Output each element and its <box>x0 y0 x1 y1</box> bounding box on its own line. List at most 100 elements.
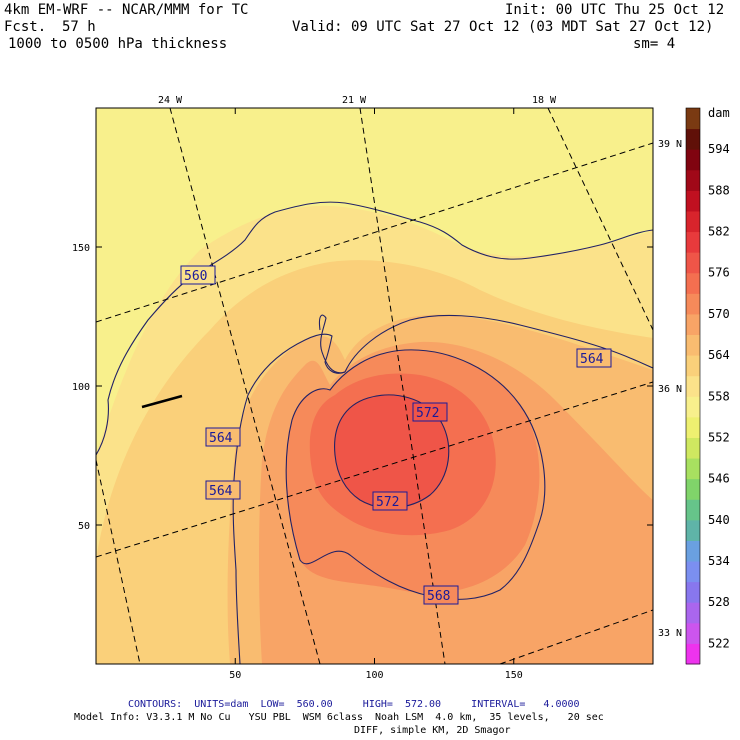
colorbar-segment-6 <box>686 519 700 541</box>
colorbar-label-528: 528 <box>708 595 730 609</box>
colorbar-frame <box>685 107 701 665</box>
longitude-labels: 24 W 21 W 18 W <box>158 95 557 106</box>
forecast-hour: 57 h <box>62 19 96 35</box>
colorbar-label-570: 570 <box>708 307 730 321</box>
map-field <box>96 108 653 664</box>
contour-label-572-a: 572 <box>416 406 439 421</box>
colorbar-labels: 522 528 534 540 546 552 558 564 570 576 582 588 594 <box>708 142 730 650</box>
lon-label-24w: 24 W <box>158 95 183 106</box>
contour-560 <box>96 201 653 456</box>
contour-label-564-c: 564 <box>209 484 233 499</box>
model-info: Model Info: V3.3.1 M No Cu YSU PBL WSM 6… <box>74 712 604 723</box>
colorbar-label-558: 558 <box>708 389 730 403</box>
contour-label-564-b: 564 <box>209 431 233 446</box>
contour-572 <box>334 394 450 509</box>
x-tick-label-50: 50 <box>229 670 241 681</box>
contour-label-box-564-c <box>205 480 241 500</box>
colorbar-label-546: 546 <box>708 472 730 486</box>
colorbar-segment-17 <box>686 293 700 315</box>
colorbar-label-564: 564 <box>708 348 730 362</box>
contour-label-box-564-b <box>205 427 241 447</box>
contour-label-box-572-a <box>412 402 448 422</box>
contour-label-box-564-a <box>576 348 612 368</box>
meridian-21w <box>359 108 446 664</box>
contour-lines <box>96 201 653 664</box>
y-tick-label-100: 100 <box>72 382 90 393</box>
contour-summary: CONTOURS: UNITS=dam LOW= 560.00 HIGH= 57… <box>128 699 580 710</box>
meridian-18w <box>547 108 653 331</box>
contour-label-572-b: 572 <box>376 495 399 510</box>
graticule <box>96 108 653 664</box>
diffusion-info: DIFF, simple KM, 2D Smagor <box>354 725 511 736</box>
colorbar-segment-26 <box>686 108 700 130</box>
colorbar-segment-24 <box>686 149 700 171</box>
colorbar-segment-8 <box>686 478 700 500</box>
colorbar-segment-21 <box>686 210 700 233</box>
colorbar-segment-9 <box>686 458 700 480</box>
colorbar-label-576: 576 <box>708 266 730 280</box>
colorbar-label-594: 594 <box>708 142 730 156</box>
contour-labels: 560 564 564 564 568 572 572 <box>180 265 612 605</box>
colorbar-segment-16 <box>686 313 700 336</box>
forecast-label: Fcst. <box>4 19 47 35</box>
colorbar-segment-4 <box>686 561 700 583</box>
parallel-33n <box>499 609 653 664</box>
contour-564-east <box>344 314 653 373</box>
parallel-36n <box>96 381 653 558</box>
colorbar-segment-14 <box>686 355 700 377</box>
y-axis-ticks: 50 100 150 <box>72 243 653 532</box>
colorbar-segment-25 <box>686 128 700 150</box>
contour-label-box-560 <box>180 265 216 285</box>
x-tick-label-150: 150 <box>505 670 523 681</box>
colorbar-label-552: 552 <box>708 430 730 444</box>
x-axis-ticks: 50 100 150 <box>229 108 523 681</box>
colorbar-segment-0 <box>686 643 700 665</box>
colorbar-segment-20 <box>686 231 700 253</box>
init-time: Init: 00 UTC Thu 25 Oct 12 <box>505 2 725 18</box>
meridian-left <box>96 459 141 664</box>
lat-label-36n: 36 N <box>658 384 682 395</box>
contour-label-560: 560 <box>184 269 207 284</box>
contour-label-564-a: 564 <box>580 352 604 367</box>
x-tick-label-100: 100 <box>365 670 383 681</box>
contour-568 <box>285 349 546 600</box>
colorbar-label-534: 534 <box>708 554 730 568</box>
colorbar-segment-2 <box>686 602 700 624</box>
colorbar-label-522: 522 <box>708 636 730 650</box>
colorbar-segment-3 <box>686 581 700 603</box>
colorbar-segment-19 <box>686 252 700 274</box>
colorbar-segment-15 <box>686 334 700 356</box>
colorbar-label-582: 582 <box>708 225 730 239</box>
colorbar-segment-12 <box>686 396 700 418</box>
smoothing-label: sm= 4 <box>633 36 676 52</box>
contour-560-inner-tongue <box>318 314 346 374</box>
contour-564-west <box>232 333 346 664</box>
field-name: 1000 to 0500 hPa thickness <box>8 36 228 52</box>
meridian-24w <box>169 108 321 664</box>
colorbar-segment-23 <box>686 169 700 191</box>
contour-label-568: 568 <box>427 589 450 604</box>
wind-barb <box>141 394 183 409</box>
lon-label-18w: 18 W <box>532 95 557 106</box>
model-title: 4km EM-WRF -- NCAR/MMM for TC <box>4 2 249 18</box>
colorbar-unit-label: dam <box>708 106 730 120</box>
parallel-39n <box>96 142 653 323</box>
colorbar-segment-7 <box>686 499 700 521</box>
lat-label-39n: 39 N <box>658 139 682 150</box>
colorbar-segment-1 <box>686 622 700 644</box>
colorbar-segment-13 <box>686 375 700 397</box>
valid-time: Valid: 09 UTC Sat 27 Oct 12 (03 MDT Sat … <box>292 19 714 35</box>
y-tick-label-150: 150 <box>72 243 90 254</box>
colorbar-label-540: 540 <box>708 513 730 527</box>
colorbar-segment-11 <box>686 416 700 438</box>
contour-label-box-572-b <box>372 491 408 511</box>
colorbar <box>685 107 701 665</box>
lon-label-21w: 21 W <box>342 95 367 106</box>
y-tick-label-50: 50 <box>78 521 90 532</box>
latitude-labels: 39 N 36 N 33 N <box>658 139 682 639</box>
colorbar-segment-22 <box>686 190 700 212</box>
contour-label-box-568 <box>423 585 459 605</box>
field-572-band <box>334 394 449 508</box>
colorbar-label-588: 588 <box>708 183 730 197</box>
